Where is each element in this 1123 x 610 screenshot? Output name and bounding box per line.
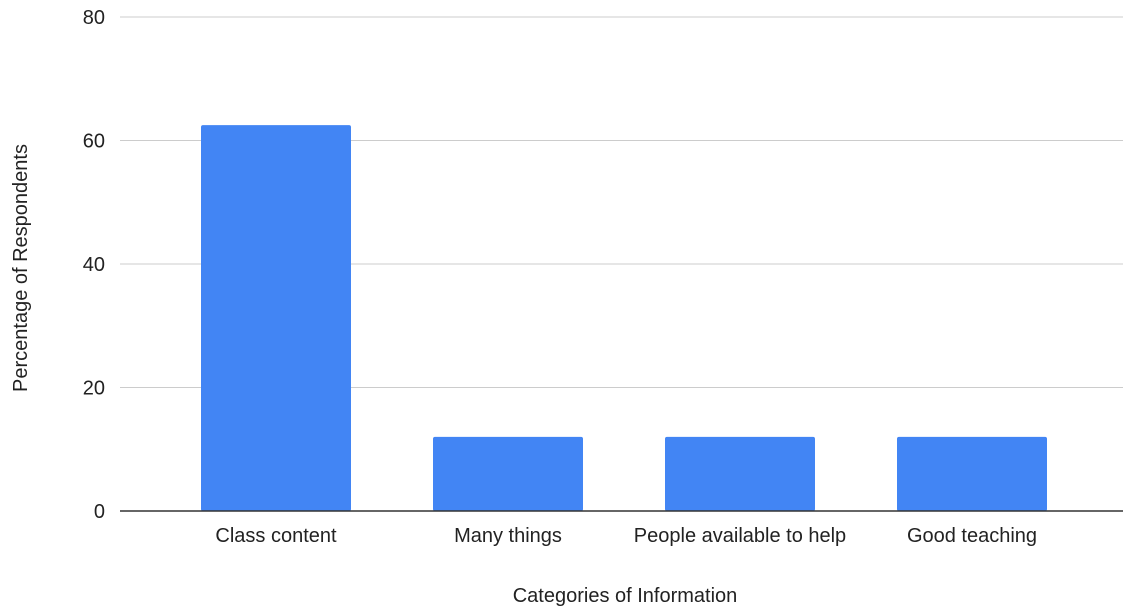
y-tick-labels: 0 20 40 60 80 (83, 7, 105, 523)
bar-many-things (433, 436, 583, 511)
bars (201, 125, 1047, 511)
y-tick-label: 20 (83, 378, 105, 400)
x-tick-label: Many things (454, 525, 562, 547)
x-tick-label: People available to help (634, 525, 846, 547)
bar-class-content (201, 125, 351, 511)
bar-people-available-to-help (665, 436, 815, 511)
x-tick-label: Good teaching (907, 525, 1037, 547)
y-tick-label: 80 (83, 7, 105, 29)
y-axis-title: Percentage of Respondents (10, 144, 32, 392)
bar-good-teaching (897, 436, 1047, 511)
x-axis-title: Categories of Information (513, 585, 738, 607)
y-tick-label: 40 (83, 254, 105, 276)
x-tick-label: Class content (215, 525, 337, 547)
y-tick-label: 0 (94, 501, 105, 523)
x-tick-labels: Class content Many things People available… (215, 525, 1037, 547)
y-tick-label: 60 (83, 131, 105, 153)
